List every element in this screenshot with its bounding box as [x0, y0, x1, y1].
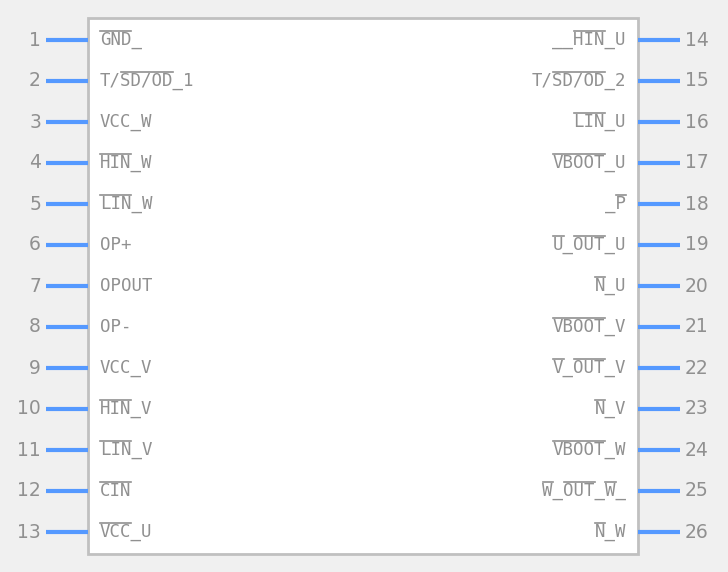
Text: 16: 16 [685, 113, 709, 132]
Text: 12: 12 [17, 482, 41, 500]
Text: OPOUT: OPOUT [100, 277, 152, 295]
Text: LIN_V: LIN_V [100, 441, 152, 459]
Text: 4: 4 [29, 153, 41, 173]
Text: V_OUT_V: V_OUT_V [553, 359, 626, 377]
Text: 8: 8 [29, 317, 41, 336]
Text: HIN_V: HIN_V [100, 400, 152, 418]
Text: VCC_V: VCC_V [100, 359, 152, 377]
Text: __HIN_U: __HIN_U [553, 31, 626, 49]
Text: GND_: GND_ [100, 31, 142, 49]
Text: _P: _P [605, 195, 626, 213]
Text: 19: 19 [685, 236, 709, 255]
Text: VCC_W: VCC_W [100, 113, 152, 131]
Text: N_V: N_V [595, 400, 626, 418]
Text: OP+: OP+ [100, 236, 132, 254]
Text: LIN_U: LIN_U [574, 113, 626, 131]
Text: 15: 15 [685, 72, 709, 90]
Text: 13: 13 [17, 522, 41, 542]
Text: 6: 6 [29, 236, 41, 255]
Text: 26: 26 [685, 522, 709, 542]
Text: T/SD/OD_1: T/SD/OD_1 [100, 72, 194, 90]
Text: VBOOT_U: VBOOT_U [553, 154, 626, 172]
Text: VCC_U: VCC_U [100, 523, 152, 541]
Text: 5: 5 [29, 194, 41, 213]
Text: 1: 1 [29, 30, 41, 50]
Text: 17: 17 [685, 153, 709, 173]
Text: 3: 3 [29, 113, 41, 132]
Text: 23: 23 [685, 399, 709, 419]
Text: CIN: CIN [100, 482, 132, 500]
Text: 11: 11 [17, 440, 41, 459]
Text: 18: 18 [685, 194, 709, 213]
Text: 2: 2 [29, 72, 41, 90]
Text: OP-: OP- [100, 318, 132, 336]
Text: 7: 7 [29, 276, 41, 296]
Text: 22: 22 [685, 359, 709, 378]
Text: 14: 14 [685, 30, 709, 50]
Text: HIN_W: HIN_W [100, 154, 152, 172]
Bar [88, 18, 638, 554]
Text: LIN_W: LIN_W [100, 195, 152, 213]
Text: N_W: N_W [595, 523, 626, 541]
Text: 9: 9 [29, 359, 41, 378]
Text: 20: 20 [685, 276, 709, 296]
Text: N_U: N_U [595, 277, 626, 295]
Text: 10: 10 [17, 399, 41, 419]
Text: 24: 24 [685, 440, 709, 459]
Text: 25: 25 [685, 482, 709, 500]
Text: 21: 21 [685, 317, 709, 336]
Text: VBOOT_V: VBOOT_V [553, 318, 626, 336]
Text: U_OUT_U: U_OUT_U [553, 236, 626, 254]
Text: VBOOT_W: VBOOT_W [553, 441, 626, 459]
Text: T/SD/OD_2: T/SD/OD_2 [531, 72, 626, 90]
Text: W_OUT_W_: W_OUT_W_ [542, 482, 626, 500]
